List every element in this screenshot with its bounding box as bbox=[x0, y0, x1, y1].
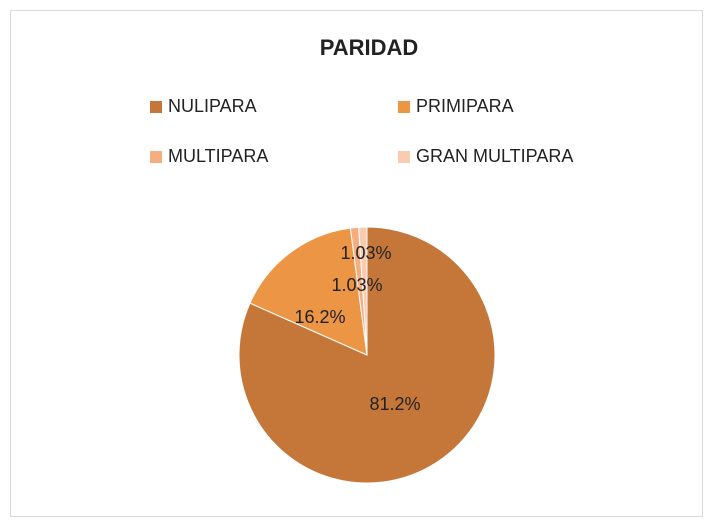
legend-label: PRIMIPARA bbox=[416, 96, 514, 116]
pie-slice bbox=[249, 227, 368, 356]
legend-label: GRAN MULTIPARA bbox=[416, 146, 573, 166]
chart-title: PARIDAD bbox=[320, 35, 419, 60]
data-label: 1.03% bbox=[331, 275, 382, 295]
legend-swatch bbox=[150, 151, 162, 163]
legend-label: MULTIPARA bbox=[168, 146, 268, 166]
data-label: 16.2% bbox=[294, 307, 345, 327]
data-label: 1.03% bbox=[340, 243, 391, 263]
legend-swatch bbox=[150, 101, 162, 113]
legend-swatch bbox=[398, 101, 410, 113]
pie-slice bbox=[358, 226, 368, 356]
legend-label: NULIPARA bbox=[168, 96, 257, 116]
legend-swatch bbox=[398, 151, 410, 163]
data-label: 81.2% bbox=[369, 394, 420, 414]
